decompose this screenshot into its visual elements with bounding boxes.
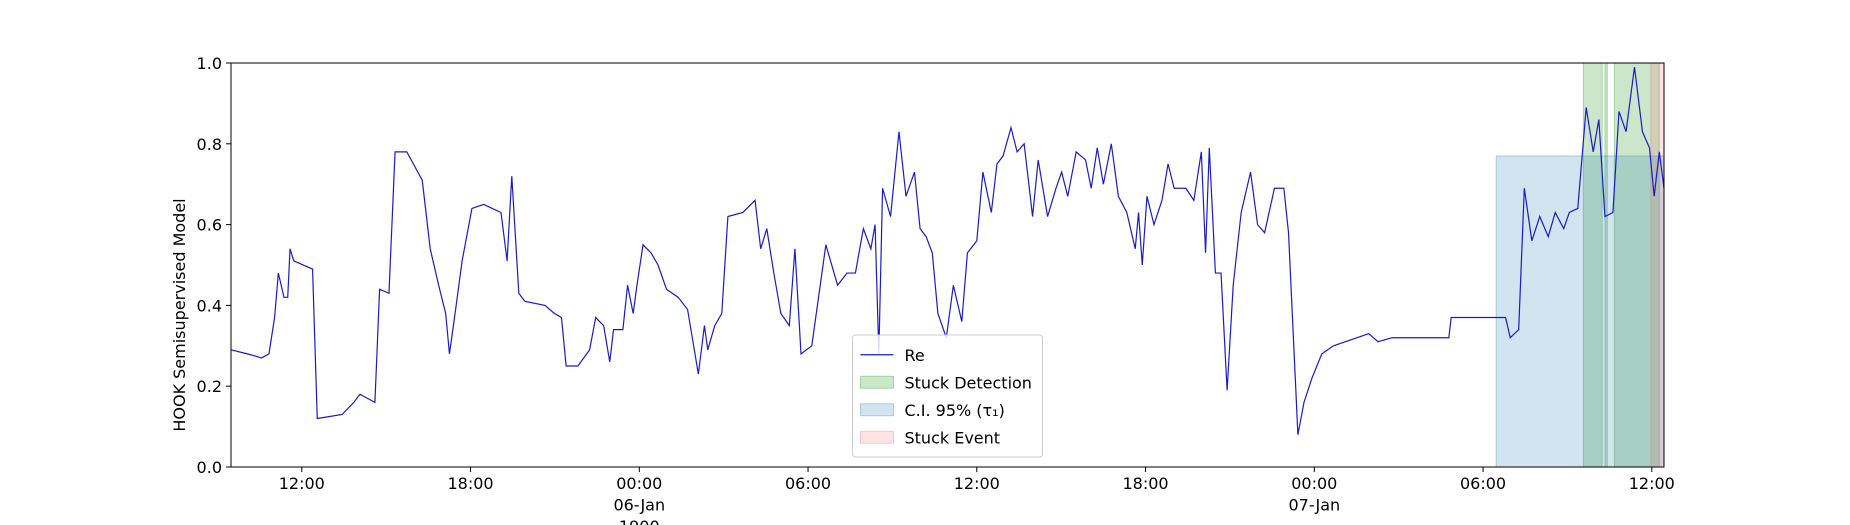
span [1495, 155, 1665, 468]
x-tick-label: 12:00 [1629, 474, 1675, 493]
legend-patch [860, 375, 894, 389]
legend-box [852, 334, 1043, 458]
span [1650, 62, 1665, 468]
legend-patch [860, 403, 894, 417]
line [230, 66, 1665, 435]
span [1613, 62, 1660, 468]
x-tick-label: 18:00 [447, 474, 493, 493]
y-tick-label: 0.2 [197, 377, 222, 396]
legend-label: Stuck Detection [905, 373, 1032, 392]
legend-label: C.I. 95% (τ₁) [905, 401, 1005, 420]
x-tick-label: 12:00 [279, 474, 325, 493]
x-tick-label: 06:00 [1460, 474, 1506, 493]
y-axis-label: HOOK Semisupervised Model [170, 198, 189, 431]
y-tick-label: 0.4 [197, 296, 222, 315]
legend: Re Stuck Detection C.I. 95% (τ₁) Stuck Even… [852, 334, 1043, 458]
legend-patch [860, 430, 894, 444]
x-tick-label: 00:00 07-Jan [1288, 474, 1340, 515]
x-tick-label: 18:00 [1122, 474, 1168, 493]
plot-frame [230, 62, 1665, 468]
y-tick-label: 0.0 [197, 458, 222, 477]
legend-label: Re [905, 346, 925, 365]
x-tick-label: 12:00 [954, 474, 1000, 493]
y-tick-label: 0.8 [197, 135, 222, 154]
x-tick-label: 06:00 [785, 474, 831, 493]
y-tick-label: 1.0 [197, 54, 222, 73]
y-tick-label: 0.6 [197, 216, 222, 235]
legend-label: Stuck Event [905, 428, 1001, 447]
